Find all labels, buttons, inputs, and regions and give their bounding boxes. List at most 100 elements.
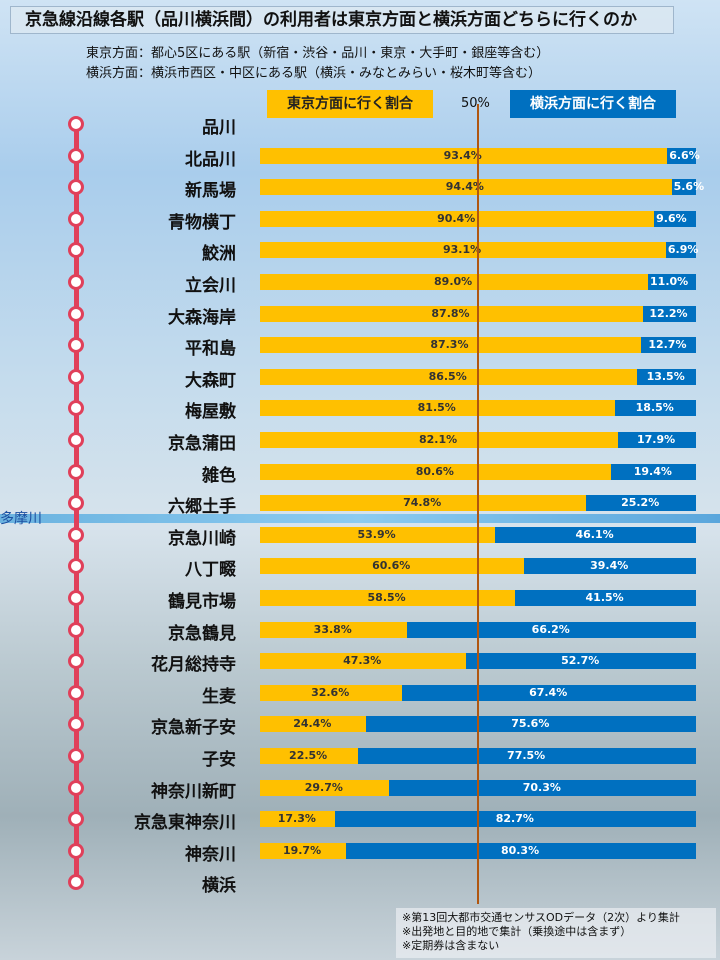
value-label-yokohama: 17.9% [636,433,676,446]
bar-tokyo [260,305,643,322]
value-label-yokohama: 6.6% [669,148,700,162]
station-dot [68,179,84,196]
station-dot [68,621,84,638]
bar-yokohama [402,684,696,701]
value-label-tokyo: 81.5% [417,401,456,415]
value-label-yokohama: 80.3% [500,843,540,857]
legend-yokohama: 横浜方面に行く割合 [510,90,676,118]
note-tokyo-definition: 東京方面：都心5区にある駅（新宿・渋谷・品川・東京・大手町・銀座等含む） [86,46,550,61]
bar-tokyo [260,337,641,354]
value-label-yokohama: 75.6% [511,717,550,731]
value-label-yokohama: 66.2% [531,622,570,636]
bar-yokohama [637,368,696,385]
station-dot [68,590,84,606]
station-dot [68,274,84,290]
bar-tokyo [260,368,638,385]
bar-tokyo [260,779,390,796]
bar-yokohama [648,274,696,290]
station-dot [68,653,84,670]
station-dot [68,242,84,259]
value-label-yokohama: 39.4% [590,559,629,573]
value-label-tokyo: 87.8% [431,306,470,320]
footnotes: ※第13回大都市交通センサスODデータ（2次）より集計 ※出発地と目的地で集計（… [396,908,716,958]
value-label-tokyo: 74.8% [403,496,442,510]
bar-yokohama [586,495,696,512]
bar-yokohama [654,210,696,227]
station-name: 大森町 [185,370,236,391]
station-dot [68,811,84,828]
bar-yokohama [466,653,696,670]
station-name: 立会川 [185,276,236,296]
value-label-tokyo: 32.6% [311,685,350,699]
station-name: 京急新子安 [151,718,236,739]
bar-yokohama [389,779,696,796]
station-dot [68,874,84,891]
value-label-yokohama: 46.1% [575,527,614,541]
value-label-tokyo: 86.5% [428,369,467,383]
station-dot [68,526,84,543]
station-name: 神奈川新町 [151,781,236,802]
station-name: 新馬場 [185,181,236,202]
value-label-tokyo: 53.9% [357,527,396,541]
bar-tokyo [260,242,666,259]
bar-tokyo [260,621,408,638]
value-label-tokyo: 22.5% [289,749,328,762]
bar-yokohama [615,400,696,417]
bar-yokohama [495,526,696,543]
station-name: 鮫洲 [202,244,236,265]
station-name-terminal-top: 品川 [202,118,236,138]
value-label-tokyo: 89.0% [434,275,473,288]
station-dot [68,432,84,448]
bar-tokyo [260,179,672,196]
station-dot [68,116,84,132]
station-name: 子安 [202,750,236,770]
value-label-tokyo: 93.4% [443,148,482,162]
value-label-yokohama: 12.7% [648,338,687,352]
tama-river-band [0,514,720,523]
note-yokohama-definition: 横浜方面：横浜市西区・中区にある駅（横浜・みなとみらい・桜木町等含む） [86,66,542,81]
bar-tokyo [260,590,516,606]
bar-yokohama [366,716,696,733]
bar-yokohama [640,337,696,354]
bar-tokyo [260,558,525,575]
bar-tokyo [260,147,668,164]
station-name: 鶴見市場 [168,592,236,612]
bar-yokohama [335,811,696,828]
station-dot [68,210,84,227]
station-name: 大森海岸 [168,307,236,328]
station-name: 生麦 [202,686,236,707]
station-name: 青物横丁 [168,212,236,233]
bar-tokyo [260,400,616,417]
station-dot [68,147,84,164]
bar-tokyo [260,432,618,448]
station-name: 京急鶴見 [168,623,236,644]
station-name: 雑色 [202,465,236,486]
value-label-tokyo: 93.1% [442,243,482,257]
bar-tokyo [260,684,403,701]
fifty-percent-line [477,104,479,904]
bar-yokohama [665,242,696,259]
value-label-tokyo: 90.4% [437,211,476,225]
station-name: 京急川崎 [168,528,236,549]
footnote-exclusion: ※定期券は含まない [402,939,500,952]
station-name-terminal-bottom: 横浜 [202,876,236,897]
chart-title: 京急線沿線各駅（品川横浜間）の利用者は東京方面と横浜方面どちらに行くのか [10,6,674,34]
bar-yokohama [358,748,696,764]
bar-yokohama [611,463,696,480]
station-dot [68,463,84,480]
fifty-percent-label: 50% [461,96,490,111]
station-name: 六郷土手 [168,497,236,518]
bar-yokohama [617,432,696,448]
value-label-yokohama: 77.5% [507,749,546,762]
value-label-tokyo: 17.3% [277,812,316,826]
value-label-yokohama: 70.3% [522,780,561,794]
value-label-tokyo: 82.1% [418,433,458,446]
bar-yokohama [407,621,696,638]
station-name: 神奈川 [185,844,236,865]
value-label-yokohama: 52.7% [561,654,600,668]
value-label-yokohama: 82.7% [495,812,534,826]
value-label-yokohama: 19.4% [633,464,672,478]
value-label-tokyo: 29.7% [304,780,343,794]
bar-yokohama [515,590,696,606]
bar-yokohama [642,305,696,322]
